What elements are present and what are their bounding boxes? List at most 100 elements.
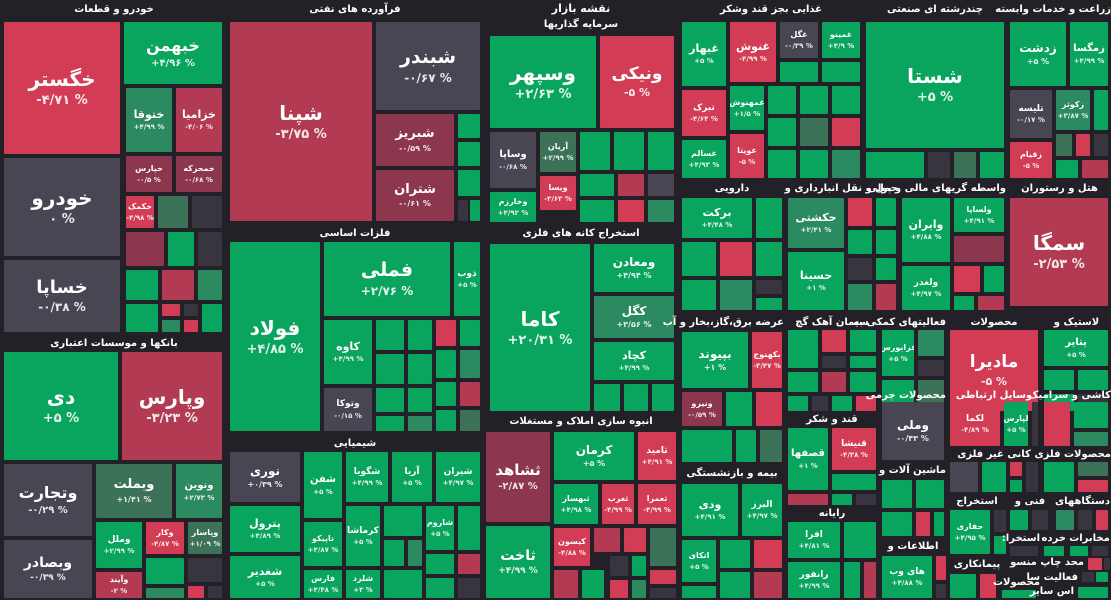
stock-tile[interactable]: خکمک -۴/۹۸ % [126, 196, 154, 228]
filler-tile[interactable] [1088, 558, 1102, 570]
filler-tile[interactable] [754, 572, 782, 598]
filler-tile[interactable] [1070, 546, 1088, 556]
filler-tile[interactable] [580, 174, 614, 196]
filler-tile[interactable] [800, 118, 828, 146]
filler-tile[interactable] [594, 528, 620, 552]
stock-tile[interactable]: وملی -۰/۴۳ % [882, 402, 944, 460]
filler-tile[interactable] [582, 570, 604, 598]
stock-tile[interactable]: کرماشا +۵ % [346, 506, 380, 566]
filler-tile[interactable] [460, 382, 480, 406]
filler-tile[interactable] [928, 152, 950, 178]
filler-tile[interactable] [848, 284, 872, 310]
filler-tile[interactable] [768, 118, 796, 146]
stock-tile[interactable]: دی +۵ % [4, 352, 118, 460]
filler-tile[interactable] [384, 506, 422, 536]
filler-tile[interactable] [436, 410, 456, 431]
filler-tile[interactable] [168, 232, 194, 266]
filler-tile[interactable] [1044, 462, 1074, 492]
filler-tile[interactable] [1096, 572, 1108, 582]
filler-tile[interactable] [788, 396, 808, 411]
filler-tile[interactable] [720, 540, 750, 568]
filler-tile[interactable] [1056, 160, 1078, 178]
filler-tile[interactable] [832, 396, 852, 411]
filler-tile[interactable] [146, 588, 184, 598]
filler-tile[interactable] [610, 556, 628, 576]
filler-tile[interactable] [426, 578, 454, 598]
stock-tile[interactable]: برکت +۴/۴۸ % [682, 198, 752, 238]
filler-tile[interactable] [1082, 160, 1108, 178]
stock-tile[interactable]: غنوش -۴/۹۹ % [730, 22, 776, 82]
filler-tile[interactable] [198, 270, 222, 300]
filler-tile[interactable] [850, 356, 876, 368]
filler-tile[interactable] [788, 330, 818, 368]
filler-tile[interactable] [756, 198, 782, 238]
stock-tile[interactable]: کیسون -۴/۸۸ % [554, 528, 590, 566]
filler-tile[interactable] [844, 522, 876, 558]
filler-tile[interactable] [848, 230, 872, 254]
filler-tile[interactable] [458, 506, 480, 550]
filler-tile[interactable] [162, 304, 180, 316]
filler-tile[interactable] [1010, 480, 1022, 492]
filler-tile[interactable] [624, 528, 646, 552]
filler-tile[interactable] [1096, 510, 1108, 530]
filler-tile[interactable] [1010, 546, 1038, 556]
filler-tile[interactable] [1032, 510, 1048, 530]
filler-tile[interactable] [458, 114, 480, 138]
filler-tile[interactable] [376, 320, 404, 350]
stock-tile[interactable]: نوری +۰/۳۹ % [230, 452, 300, 502]
filler-tile[interactable] [632, 556, 646, 576]
filler-tile[interactable] [610, 580, 628, 598]
stock-tile[interactable]: کچاد +۴/۹۹ % [594, 342, 674, 380]
filler-tile[interactable] [850, 330, 876, 352]
filler-tile[interactable] [648, 200, 674, 222]
filler-tile[interactable] [994, 510, 1006, 532]
filler-tile[interactable] [460, 410, 480, 431]
filler-tile[interactable] [426, 554, 454, 574]
stock-tile[interactable]: خودرو ۰ % [4, 158, 120, 256]
filler-tile[interactable] [460, 350, 480, 378]
filler-tile[interactable] [384, 540, 404, 566]
stock-tile[interactable]: ذوب +۵ % [454, 242, 480, 316]
filler-tile[interactable] [832, 118, 860, 146]
filler-tile[interactable] [1010, 510, 1028, 530]
filler-tile[interactable] [736, 430, 756, 462]
filler-tile[interactable] [756, 280, 782, 294]
filler-tile[interactable] [408, 388, 432, 412]
filler-tile[interactable] [614, 132, 644, 170]
stock-tile[interactable]: وساپا -۰/۶۸ % [490, 132, 536, 188]
filler-tile[interactable] [1056, 134, 1072, 156]
filler-tile[interactable] [188, 586, 204, 598]
stock-tile[interactable]: وملل +۲/۹۹ % [96, 522, 142, 568]
filler-tile[interactable] [720, 242, 752, 276]
filler-tile[interactable] [652, 384, 674, 411]
filler-tile[interactable] [580, 200, 614, 222]
stock-tile[interactable]: ثغرب -۴/۹۹ % [602, 484, 634, 524]
filler-tile[interactable] [720, 280, 752, 310]
filler-tile[interactable] [800, 150, 828, 178]
filler-tile[interactable] [1076, 134, 1090, 156]
filler-tile[interactable] [1094, 134, 1108, 156]
stock-tile[interactable]: مادیرا -۵ % [950, 330, 1038, 411]
filler-tile[interactable] [1074, 432, 1108, 446]
filler-tile[interactable] [460, 320, 480, 346]
filler-tile[interactable] [800, 86, 828, 114]
filler-tile[interactable] [408, 540, 422, 566]
filler-tile[interactable] [208, 586, 222, 598]
filler-tile[interactable] [648, 132, 674, 170]
stock-tile[interactable]: تبرک -۴/۶۴ % [682, 90, 726, 136]
stock-tile[interactable]: کاوه +۴/۹۹ % [324, 320, 372, 384]
filler-tile[interactable] [1082, 572, 1094, 582]
filler-tile[interactable] [1056, 510, 1074, 530]
stock-tile[interactable]: تاپیکو +۴/۸۷ % [304, 522, 342, 566]
filler-tile[interactable] [978, 296, 1004, 310]
filler-tile[interactable] [1078, 510, 1092, 530]
filler-tile[interactable] [1026, 462, 1038, 492]
stock-tile[interactable]: ثعمرا -۴/۹۹ % [638, 484, 676, 524]
stock-tile[interactable]: ثاخت +۴/۹۹ % [486, 526, 550, 598]
filler-tile[interactable] [876, 258, 896, 280]
stock-tile[interactable]: فولاد +۴/۸۵ % [230, 242, 320, 431]
filler-tile[interactable] [822, 330, 846, 352]
stock-tile[interactable]: زدشت +۵ % [1010, 22, 1066, 86]
stock-tile[interactable]: شاروم +۵ % [426, 506, 454, 550]
filler-tile[interactable] [844, 562, 860, 598]
